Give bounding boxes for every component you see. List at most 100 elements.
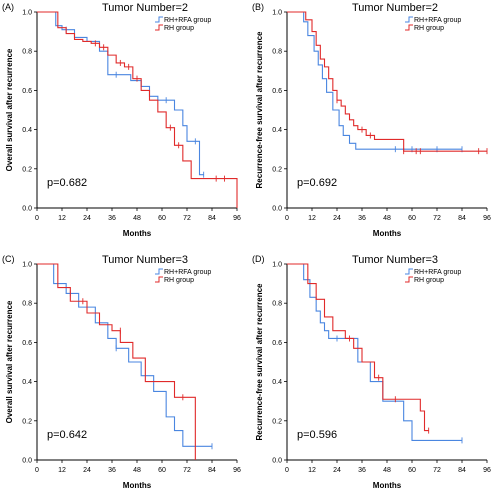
y-tick-label: 1.0 (22, 262, 32, 269)
x-tick-label: 72 (183, 467, 191, 474)
panel-title: Tumor Number=3 (352, 254, 438, 266)
y-tick-label: 0.0 (272, 206, 282, 213)
y-tick-label: 1.0 (272, 262, 282, 269)
y-tick-label: 0.2 (22, 418, 32, 425)
y-tick-label: 0.2 (22, 166, 32, 173)
panel-3: (D) Tumor Number=3 0 12 24 36 48 60 72 84 96 0.0 0.2… (252, 254, 491, 490)
p-value: p=0.692 (297, 177, 337, 189)
y-tick-label: 0.8 (22, 301, 32, 308)
km-curve-rh (287, 11, 487, 152)
x-tick-label: 12 (308, 467, 316, 474)
y-axis-label: Recurrence-free survival after recurrenc… (255, 31, 264, 189)
p-value: p=0.642 (47, 429, 87, 441)
y-tick-label: 0.4 (272, 127, 282, 134)
x-tick-label: 24 (333, 215, 341, 222)
legend-swatch-rfa (155, 268, 163, 275)
x-tick-label: 0 (285, 467, 289, 474)
km-curve-rh (287, 263, 429, 432)
legend-entry-rfa: RH+RFA group (164, 17, 211, 24)
panel-title: Tumor Number=2 (352, 2, 438, 14)
y-axis-label: Overall survival after recurrence (5, 48, 14, 171)
legend-entry-rh: RH group (414, 25, 444, 32)
panel-label: (C) (2, 254, 15, 264)
y-tick-label: 0.4 (272, 379, 282, 386)
y-tick-label: 0.2 (272, 418, 282, 425)
x-tick-label: 24 (83, 467, 91, 474)
x-tick-label: 84 (458, 467, 466, 474)
x-tick-label: 96 (483, 215, 491, 222)
x-axis-label: Months (373, 229, 402, 238)
km-curve-rfa (287, 11, 462, 150)
x-tick-label: 36 (358, 215, 366, 222)
x-tick-label: 84 (458, 215, 466, 222)
x-tick-label: 72 (433, 467, 441, 474)
panel-label: (B) (252, 2, 264, 12)
x-tick-label: 36 (358, 467, 366, 474)
legend-swatch-rfa (405, 16, 413, 23)
x-tick-label: 72 (183, 215, 191, 222)
y-tick-label: 0.8 (22, 49, 32, 56)
y-tick-label: 0.6 (22, 340, 32, 347)
x-tick-label: 24 (333, 467, 341, 474)
p-value: p=0.682 (47, 177, 87, 189)
x-tick-label: 48 (133, 215, 141, 222)
y-tick-label: 0.0 (22, 458, 32, 465)
legend-swatch-rh (155, 276, 163, 283)
legend-entry-rfa: RH+RFA group (164, 269, 211, 276)
x-tick-label: 12 (58, 215, 66, 222)
legend-swatch-rh (405, 276, 413, 283)
panel-2: (C) Tumor Number=3 0 12 24 36 48 60 72 84 96 0.0 0.2… (2, 254, 241, 490)
x-tick-label: 24 (83, 215, 91, 222)
y-tick-label: 0.0 (22, 206, 32, 213)
legend-swatch-rfa (155, 16, 163, 23)
x-tick-label: 84 (208, 215, 216, 222)
x-tick-label: 48 (133, 467, 141, 474)
km-curve-rfa (37, 263, 212, 447)
y-tick-label: 0.0 (272, 458, 282, 465)
y-tick-label: 0.2 (272, 166, 282, 173)
x-tick-label: 0 (285, 215, 289, 222)
panel-title: Tumor Number=2 (102, 2, 188, 14)
panel-label: (D) (252, 254, 265, 264)
y-tick-label: 0.8 (272, 49, 282, 56)
y-tick-label: 0.8 (272, 301, 282, 308)
x-axis-label: Months (123, 229, 152, 238)
panel-1: (B) Tumor Number=2 0 12 24 36 48 60 72 84 96 0.0 0.2… (252, 2, 491, 238)
x-tick-label: 96 (233, 215, 241, 222)
x-tick-label: 48 (383, 215, 391, 222)
y-tick-label: 1.0 (22, 10, 32, 17)
y-axis-label: Recurrence-free survival after recurrenc… (255, 283, 264, 441)
km-curve-rfa (37, 11, 204, 176)
y-tick-label: 0.6 (272, 88, 282, 95)
km-curve-rh (37, 263, 196, 460)
legend-swatch-rh (405, 24, 413, 31)
x-tick-label: 12 (58, 467, 66, 474)
panel-0: (A) Tumor Number=2 0 12 24 36 48 60 72 84 96 0.0 0.2… (2, 2, 241, 238)
x-tick-label: 36 (108, 215, 116, 222)
y-tick-label: 0.6 (272, 340, 282, 347)
x-tick-label: 60 (408, 215, 416, 222)
km-curve-rh (37, 11, 238, 208)
legend-swatch-rh (155, 24, 163, 31)
x-tick-label: 36 (108, 467, 116, 474)
y-tick-label: 0.4 (22, 379, 32, 386)
x-tick-label: 60 (408, 467, 416, 474)
p-value: p=0.596 (297, 429, 337, 441)
x-tick-label: 60 (158, 467, 166, 474)
legend-entry-rh: RH group (414, 277, 444, 284)
x-tick-label: 48 (383, 467, 391, 474)
legend-entry-rh: RH group (164, 25, 194, 32)
x-axis-label: Months (123, 481, 152, 490)
y-tick-label: 1.0 (272, 10, 282, 17)
legend-entry-rfa: RH+RFA group (414, 269, 461, 276)
x-tick-label: 12 (308, 215, 316, 222)
legend-entry-rh: RH group (164, 277, 194, 284)
x-tick-label: 96 (233, 467, 241, 474)
y-tick-label: 0.6 (22, 88, 32, 95)
x-tick-label: 72 (433, 215, 441, 222)
x-tick-label: 0 (35, 215, 39, 222)
km-curve-rfa (287, 263, 462, 441)
x-axis-label: Months (373, 481, 402, 490)
